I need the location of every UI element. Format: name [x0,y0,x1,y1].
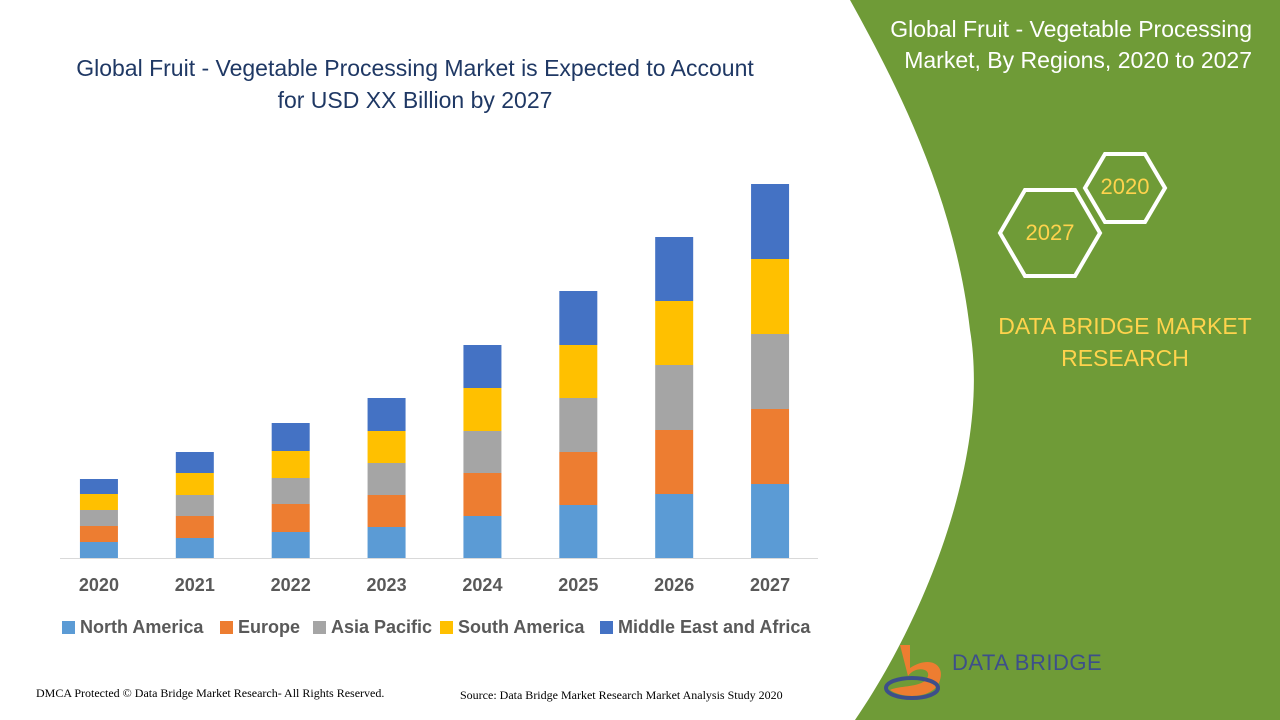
bar-segment [367,463,406,495]
plot: 2020 2021 2022 2023 2024 2025 2026 2027 North Am… [62,184,811,637]
bar-segment [367,431,406,463]
bar-segment [559,505,598,558]
x-tick-label: 2027 [750,575,790,595]
legend-swatch [220,621,233,634]
legend-label: Middle East and Africa [618,617,811,637]
bar-segment [463,431,502,473]
bar-segment [463,516,502,558]
x-tick-label: 2026 [654,575,694,595]
bar-segment [559,398,598,452]
brand-name: DATA BRIDGE MARKET RESEARCH [998,313,1252,371]
bar-segment [751,184,790,259]
bar-segment [175,516,214,538]
bar-segment [79,526,118,542]
legend-label: North America [80,617,204,637]
bar-segment [559,452,598,505]
badge-label: 2020 [1101,174,1150,199]
logo-mark [884,676,940,700]
bar-segment [79,479,118,494]
x-tick-label: 2020 [79,575,119,595]
copyright: DMCA Protected © Data Bridge Market Rese… [36,686,385,700]
bar-segment [655,365,694,430]
bar-segment [271,423,310,451]
side-title: Global Fruit - Vegetable Processing Mark… [890,16,1252,73]
bar-segment [751,409,790,484]
legend-label: Europe [238,617,300,637]
bar-segment [79,494,118,510]
hexagon [1082,152,1168,224]
bar-segment [559,345,598,398]
hexagon [997,188,1103,278]
bar-segment [751,484,790,558]
bar-segment [79,542,118,558]
bar-segment [271,532,310,558]
x-tick-label: 2023 [367,575,407,595]
bar-segment [655,237,694,301]
bar-segment [175,452,214,473]
legend-label: Asia Pacific [331,617,432,637]
badge-label: 2027 [1026,220,1075,245]
legend-swatch [440,621,453,634]
bar-segment [655,301,694,365]
x-tick-label: 2022 [271,575,311,595]
bar-segment [367,495,406,527]
bar-segment [559,291,598,345]
x-tick-label: 2025 [558,575,598,595]
bar-segment [367,527,406,558]
legend-swatch [313,621,326,634]
logo-mark [890,645,941,696]
bar-segment [751,259,790,334]
x-tick-label: 2024 [462,575,502,595]
bar-segment [175,495,214,516]
bar-segment [367,398,406,431]
bar-segment [463,345,502,388]
side-panel-bg [850,0,1280,720]
bar-segment [79,510,118,526]
chart-title: Global Fruit - Vegetable Processing Mark… [76,55,754,113]
bar-segment [751,334,790,409]
bar-segment [463,473,502,516]
legend-label: South America [458,617,585,637]
x-tick-label: 2021 [175,575,215,595]
logo-text: DATA BRIDGE [952,650,1103,675]
bar-segment [175,538,214,558]
bar-segment [463,388,502,431]
legend-swatch [600,621,613,634]
bar-segment [175,473,214,495]
bar-segment [655,430,694,494]
bar-segment [271,451,310,478]
bar-segment [271,504,310,532]
source: Source: Data Bridge Market Research Mark… [460,688,783,702]
bar-segment [655,494,694,558]
bar-segment [271,478,310,504]
legend-swatch [62,621,75,634]
